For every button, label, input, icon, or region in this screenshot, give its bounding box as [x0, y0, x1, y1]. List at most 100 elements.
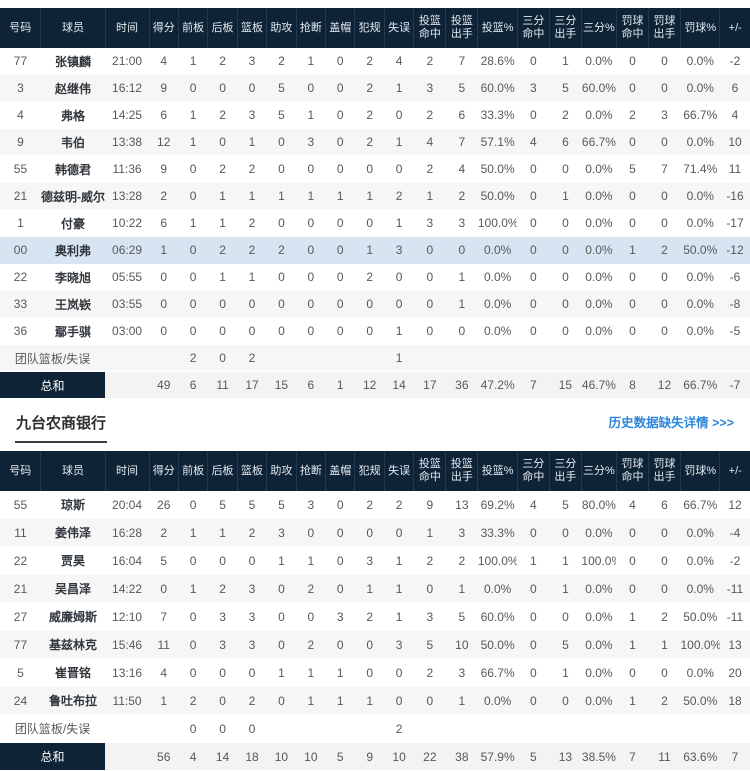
cell-points: 9: [149, 74, 179, 102]
player-row[interactable]: 4 弗格 14:25 6 1 2 3 5 1 0 2 0 2 6 33.3% 0 2 0.0% 2 3 66.7% 4: [0, 101, 750, 129]
cell-turnovers: 1: [384, 344, 414, 372]
cell-blocks: 0: [325, 518, 355, 547]
cell-rebounds: 1: [237, 263, 267, 291]
cell-assists: 2: [266, 48, 297, 75]
cell-ft-att: 0: [648, 48, 681, 75]
cell-three-made: 5: [517, 742, 550, 771]
cell-ft-made: [616, 344, 649, 372]
cell-plus-minus: -12: [719, 236, 750, 264]
cell-off-reb: 0: [178, 658, 208, 687]
cell-three-made: 0: [517, 518, 550, 547]
cell-three-made: 1: [517, 546, 550, 575]
cell-ft-pct: 63.6%: [680, 742, 720, 771]
col-header-three-att: 三分 出手: [549, 8, 582, 48]
col-header-off-reb: 前板: [178, 8, 209, 48]
cell-number: 22: [0, 546, 41, 575]
cell-three-att: 5: [549, 74, 582, 102]
stats-table-header: 号码 球员 时间 得分 前板 后板 篮板 助攻 抢断 盖帽 犯规 失误 投篮 命中 投篮 出手 投篮% 三分 …: [0, 451, 750, 491]
cell-def-reb: 0: [207, 128, 238, 156]
player-row[interactable]: 55 韩德君 11:36 9 0 2 2 0 0 0 0 0 2 4 50.0% 0 0 0.0% 5 7 71.4% 1…: [0, 155, 750, 183]
player-row[interactable]: 9 韦伯 13:38 12 1 0 1 0 3 0 2 1 4 7 57.1% 4 6 66.7% 0 0 0.0% 10: [0, 128, 750, 156]
cell-off-reb: 1: [178, 518, 208, 547]
cell-points: 5: [149, 546, 179, 575]
cell-rebounds: 0: [237, 658, 267, 687]
player-row[interactable]: 00 奥利弗 06:29 1 0 2 2 2 0 0 1 3 0 0 0.0% 0 0 0.0% 1 2 50.0% -1…: [0, 236, 750, 264]
history-data-missing-link[interactable]: 历史数据缺失详情 >>>: [608, 416, 734, 430]
cell-fouls: 2: [354, 491, 385, 519]
cell-three-pct: 0.0%: [581, 518, 617, 547]
cell-time: 10:22: [105, 209, 150, 237]
cell-player: 张镇麟: [40, 48, 106, 75]
col-header-player: 球员: [40, 451, 106, 491]
cell-three-pct: 60.0%: [581, 74, 617, 102]
cell-player: 奥利弗: [40, 236, 106, 264]
cell-assists: 5: [266, 101, 297, 129]
cell-turnovers: 1: [384, 317, 414, 345]
player-row[interactable]: 27 威廉姆斯 12:10 7 0 3 3 0 0 3 2 1 3 5 60.0% 0 0 0.0% 1 2 50.0%…: [0, 602, 750, 631]
cell-fouls: 1: [354, 574, 385, 603]
player-row[interactable]: 11 姜伟泽 16:28 2 1 1 2 3 0 0 0 0 1 3 33.3% 0 0 0.0% 0 0 0.0% -4: [0, 518, 750, 547]
cell-blocks: 0: [325, 630, 355, 659]
cell-points: 2: [149, 182, 179, 210]
player-row[interactable]: 3 赵继伟 16:12 9 0 0 0 5 0 0 2 1 3 5 60.0% 3 5 60.0% 0 0 0.0% 6: [0, 74, 750, 102]
cell-ft-att: 7: [648, 155, 681, 183]
cell-ft-att: 0: [648, 658, 681, 687]
cell-blocks: 0: [325, 491, 355, 519]
cell-number: 36: [0, 317, 41, 345]
cell-number: 4: [0, 101, 41, 129]
cell-steals: 0: [296, 155, 326, 183]
player-row[interactable]: 77 基兹林克 15:46 11 0 3 3 0 2 0 0 3 5 10 50.0% 0 5 0.0% 1 1 100…: [0, 630, 750, 659]
cell-def-reb: 0: [207, 74, 238, 102]
cell-def-reb: 0: [207, 546, 238, 575]
cell-player: 崔晋铭: [40, 658, 106, 687]
player-row[interactable]: 36 鄢手骐 03:00 0 0 0 0 0 0 0 0 1 0 0 0.0% 0 0 0.0% 0 0 0.0% -5: [0, 317, 750, 345]
player-row[interactable]: 22 李晓旭 05:55 0 0 1 1 0 0 0 2 0 0 1 0.0% 0 0 0.0% 0 0 0.0% -6: [0, 263, 750, 291]
cell-points: 0: [149, 317, 179, 345]
cell-off-reb: 0: [178, 182, 208, 210]
cell-fg-pct: 0.0%: [477, 317, 518, 345]
cell-rebounds: 2: [237, 236, 267, 264]
cell-time: 11:36: [105, 155, 150, 183]
cell-ft-pct: 0.0%: [680, 574, 720, 603]
cell-points: [149, 714, 179, 743]
cell-three-att: 0: [549, 602, 582, 631]
cell-points: 12: [149, 128, 179, 156]
cell-assists: 0: [266, 574, 297, 603]
player-row[interactable]: 22贾昊16:0450001103122100.0%11100.0%000.0%…: [0, 546, 750, 575]
cell-fg-made: 0: [413, 263, 446, 291]
cell-turnovers: 0: [384, 658, 414, 687]
cell-player: 赵继伟: [40, 74, 106, 102]
player-row[interactable]: 24 鲁吐布拉 11:50 1 2 0 2 0 1 1 1 0 0 1 0.0% 0 0 0.0% 1 2 50.0% 1…: [0, 686, 750, 715]
player-row[interactable]: 55 琼斯 20:04 26 0 5 5 5 3 0 2 2 9 13 69.2% 4 5 80.0% 4 6 66.7…: [0, 491, 750, 519]
player-row[interactable]: 33 王岚嵚 03:55 0 0 0 0 0 0 0 0 0 0 1 0.0% 0 0 0.0% 0 0 0.0% -8: [0, 290, 750, 318]
cell-ft-made: 5: [616, 155, 649, 183]
col-header-assists: 助攻: [266, 8, 297, 48]
cell-assists: 1: [266, 182, 297, 210]
cell-def-reb: 1: [207, 263, 238, 291]
cell-fg-att: 36: [445, 371, 478, 399]
cell-ft-pct: 50.0%: [680, 602, 720, 631]
cell-three-pct: 0.0%: [581, 182, 617, 210]
col-header-fouls: 犯规: [354, 8, 385, 48]
player-row[interactable]: 77 张镇麟 21:00 4 1 2 3 2 1 0 2 4 2 7 28.6% 0 1 0.0% 0 0 0.0% -2: [0, 48, 750, 75]
player-row[interactable]: 21德兹明-威尔斯13:282011111121250.0%010.0%000.…: [0, 182, 750, 210]
player-row[interactable]: 5 崔晋铭 13:16 4 0 0 0 1 1 1 0 0 2 3 66.7% 0 1 0.0% 0 0 0.0% 20: [0, 658, 750, 687]
cell-three-att: [549, 344, 582, 372]
cell-ft-pct: 0.0%: [680, 658, 720, 687]
cell-three-att: 0: [549, 686, 582, 715]
cell-assists: 15: [266, 371, 297, 399]
cell-number: 3: [0, 74, 41, 102]
cell-three-made: 4: [517, 128, 550, 156]
player-row[interactable]: 1 付豪 10:22 6 1 1 2 0 0 0 0 1 3 3 100.0% 0 0 0.0% 0 0 0.0% -17: [0, 209, 750, 237]
cell-off-reb: 0: [178, 602, 208, 631]
cell-turnovers: 1: [384, 209, 414, 237]
cell-fouls: 0: [354, 518, 385, 547]
cell-turnovers: 1: [384, 574, 414, 603]
cell-time: 13:28: [105, 182, 150, 210]
cell-fg-made: 2: [413, 546, 446, 575]
player-row[interactable]: 21 吴昌泽 14:22 0 1 2 3 0 2 0 1 1 0 1 0.0% 0 1 0.0% 0 0 0.0% -11: [0, 574, 750, 603]
cell-rebounds: 18: [237, 742, 267, 771]
cell-ft-att: 2: [648, 602, 681, 631]
cell-time: [105, 742, 150, 771]
cell-turnovers: 1: [384, 546, 414, 575]
